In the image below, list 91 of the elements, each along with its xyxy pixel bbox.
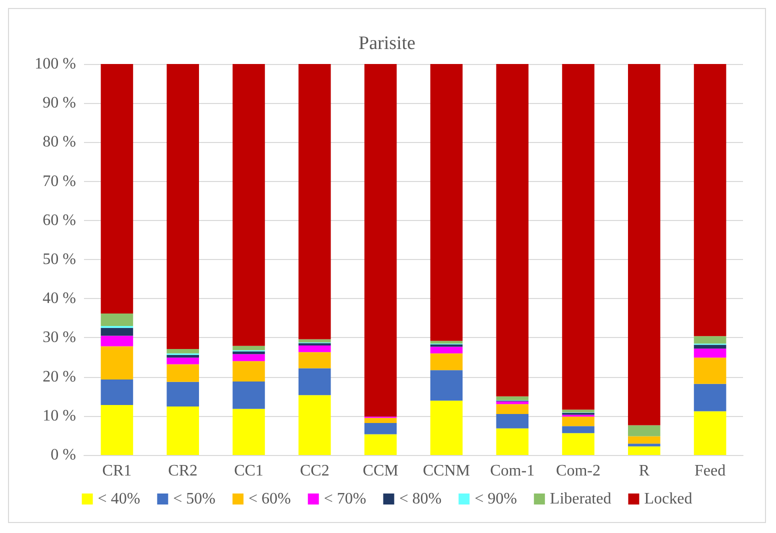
bar	[628, 436, 660, 444]
bar	[100, 404, 134, 455]
bar	[364, 64, 397, 417]
bar	[232, 408, 265, 455]
bar	[166, 349, 199, 354]
x-tick-label: CCNM	[422, 462, 470, 480]
bar	[496, 404, 528, 414]
x-tick-label: CR1	[102, 462, 132, 480]
bar	[628, 446, 660, 455]
y-tick-label: 70 %	[42, 172, 76, 190]
bar	[166, 382, 199, 407]
bar	[232, 64, 265, 346]
bar	[166, 64, 199, 350]
bar	[298, 368, 331, 396]
bar	[166, 364, 199, 382]
bar	[430, 400, 463, 455]
bar	[364, 418, 397, 423]
bar	[232, 381, 265, 409]
bar	[694, 344, 726, 349]
legend-label: Liberated	[550, 490, 612, 508]
bar	[364, 422, 397, 434]
legend-label: < 60%	[248, 490, 291, 508]
x-tick-label: Com-2	[556, 462, 600, 480]
y-tick-label: 90 %	[42, 94, 76, 112]
bar	[166, 358, 199, 364]
bar	[100, 64, 134, 314]
legend-label: < 80%	[399, 490, 442, 508]
legend-label: < 40%	[98, 490, 140, 508]
bar	[496, 64, 528, 396]
bar	[100, 336, 134, 346]
legend-label: < 50%	[173, 490, 216, 508]
bar	[298, 339, 331, 342]
x-tick-label: Feed	[694, 462, 726, 480]
bar	[232, 361, 265, 382]
y-tick-label: 100 %	[34, 56, 76, 72]
bar	[430, 340, 463, 344]
bar	[628, 425, 660, 436]
y-tick-label: 20 %	[42, 368, 76, 386]
bar	[298, 346, 331, 352]
bar	[694, 348, 726, 358]
bar	[166, 406, 199, 455]
bar	[496, 396, 528, 400]
bar	[430, 64, 463, 341]
bar	[562, 410, 594, 412]
bar	[100, 328, 134, 336]
x-tick-label: R	[638, 462, 650, 480]
bar	[298, 395, 331, 455]
bar	[298, 343, 331, 346]
bar	[694, 358, 726, 384]
bar	[628, 64, 660, 426]
x-tick-label: CR2	[168, 462, 198, 480]
y-tick-label: 30 %	[42, 329, 76, 346]
y-tick-label: 60 %	[42, 212, 76, 229]
x-tick-label: Com-1	[490, 462, 535, 480]
chart-title: Parisite	[358, 33, 416, 54]
bar	[694, 384, 726, 412]
x-tick-label: CC1	[234, 462, 264, 480]
bar	[430, 370, 463, 401]
y-tick-label: 40 %	[42, 290, 76, 308]
bar	[628, 444, 660, 446]
y-tick-label: 0 %	[50, 446, 76, 464]
bar	[364, 434, 397, 455]
bar	[694, 64, 726, 336]
bar	[562, 433, 594, 455]
bar	[430, 346, 463, 354]
x-tick-label: CCM	[362, 462, 398, 480]
bar	[562, 426, 594, 434]
bar	[694, 411, 726, 455]
bar	[232, 351, 265, 354]
legend-label: Locked	[644, 490, 692, 508]
bar	[562, 64, 594, 410]
bar	[430, 353, 463, 370]
bar	[298, 64, 331, 340]
y-tick-label: 50 %	[42, 251, 76, 268]
bar	[100, 313, 134, 326]
bar	[496, 414, 528, 428]
legend-label: < 90%	[474, 490, 517, 508]
bar	[232, 346, 265, 350]
bar	[496, 401, 528, 404]
y-tick-label: 80 %	[42, 134, 76, 151]
y-tick-label: 10 %	[42, 407, 76, 424]
bar	[232, 354, 265, 362]
bar	[562, 416, 594, 426]
x-tick-label: CC2	[300, 462, 330, 480]
bar	[166, 354, 199, 358]
bar	[496, 428, 528, 455]
bar	[694, 336, 726, 344]
bar	[298, 352, 331, 368]
bar	[100, 346, 134, 380]
legend-label: < 70%	[324, 490, 366, 508]
bar	[100, 380, 134, 405]
